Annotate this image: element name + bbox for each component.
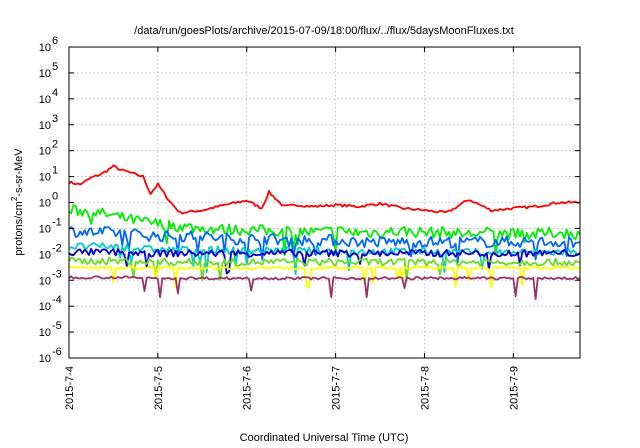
grid (69, 47, 580, 358)
y-tick-label: 10 (39, 68, 51, 80)
series-line (68, 242, 581, 276)
x-tick-label: 2015-7-7 (331, 366, 343, 410)
y-axis-label: protons/cm2-s-sr-MeV (10, 148, 25, 256)
y-tick-label: 10 (39, 353, 51, 365)
y-tick-exponent: 4 (52, 87, 58, 99)
y-tick-label: 10 (39, 94, 51, 106)
y-tick-label: 10 (39, 301, 51, 313)
y-tick-exponent: 3 (52, 113, 58, 125)
series-line (68, 204, 581, 257)
y-tick-exponent: -2 (52, 242, 62, 254)
x-tick-label: 2015-7-9 (508, 366, 520, 410)
y-axis: 10-610-510-410-310-210-11001011021031041… (39, 35, 580, 365)
y-tick-exponent: -4 (52, 294, 62, 306)
y-tick-label: 10 (39, 146, 51, 158)
y-tick-label: 10 (39, 223, 51, 235)
x-axis: 2015-7-4 2015-7-5 2015-7-6 2015-7-7 2015-7-8… (64, 47, 520, 410)
x-tick-label: 2015-7-8 (419, 366, 431, 410)
y-tick-exponent: 6 (52, 35, 58, 47)
y-tick-label: 10 (39, 327, 51, 339)
x-axis-label: Coordinated Universal Time (UTC) (240, 432, 409, 444)
x-tick-label: 2015-7-6 (242, 366, 254, 410)
y-tick-label: 10 (39, 275, 51, 287)
series-line (68, 226, 581, 264)
y-tick-label: 10 (39, 172, 51, 184)
y-tick-label: 10 (39, 120, 51, 132)
y-tick-label: 10 (39, 42, 51, 54)
series-group (68, 164, 581, 301)
series-line (68, 164, 581, 215)
y-tick-exponent: -1 (52, 216, 62, 228)
x-tick-label: 2015-7-4 (64, 366, 76, 410)
x-tick-label: 2015-7-5 (153, 366, 165, 410)
y-tick-exponent: 1 (52, 165, 58, 177)
y-tick-exponent: 2 (52, 139, 58, 151)
series-line (68, 247, 581, 275)
y-tick-label: 10 (39, 249, 51, 261)
y-tick-exponent: -5 (52, 320, 62, 332)
y-tick-exponent: -6 (52, 346, 62, 358)
y-tick-exponent: 5 (52, 61, 58, 73)
chart-title: /data/run/goesPlots/archive/2015-07-09/1… (134, 25, 514, 37)
y-tick-exponent: 0 (52, 191, 58, 203)
y-tick-label: 10 (39, 198, 51, 210)
y-tick-exponent: -3 (52, 268, 62, 280)
series-line (68, 275, 581, 301)
series-line (68, 265, 581, 290)
